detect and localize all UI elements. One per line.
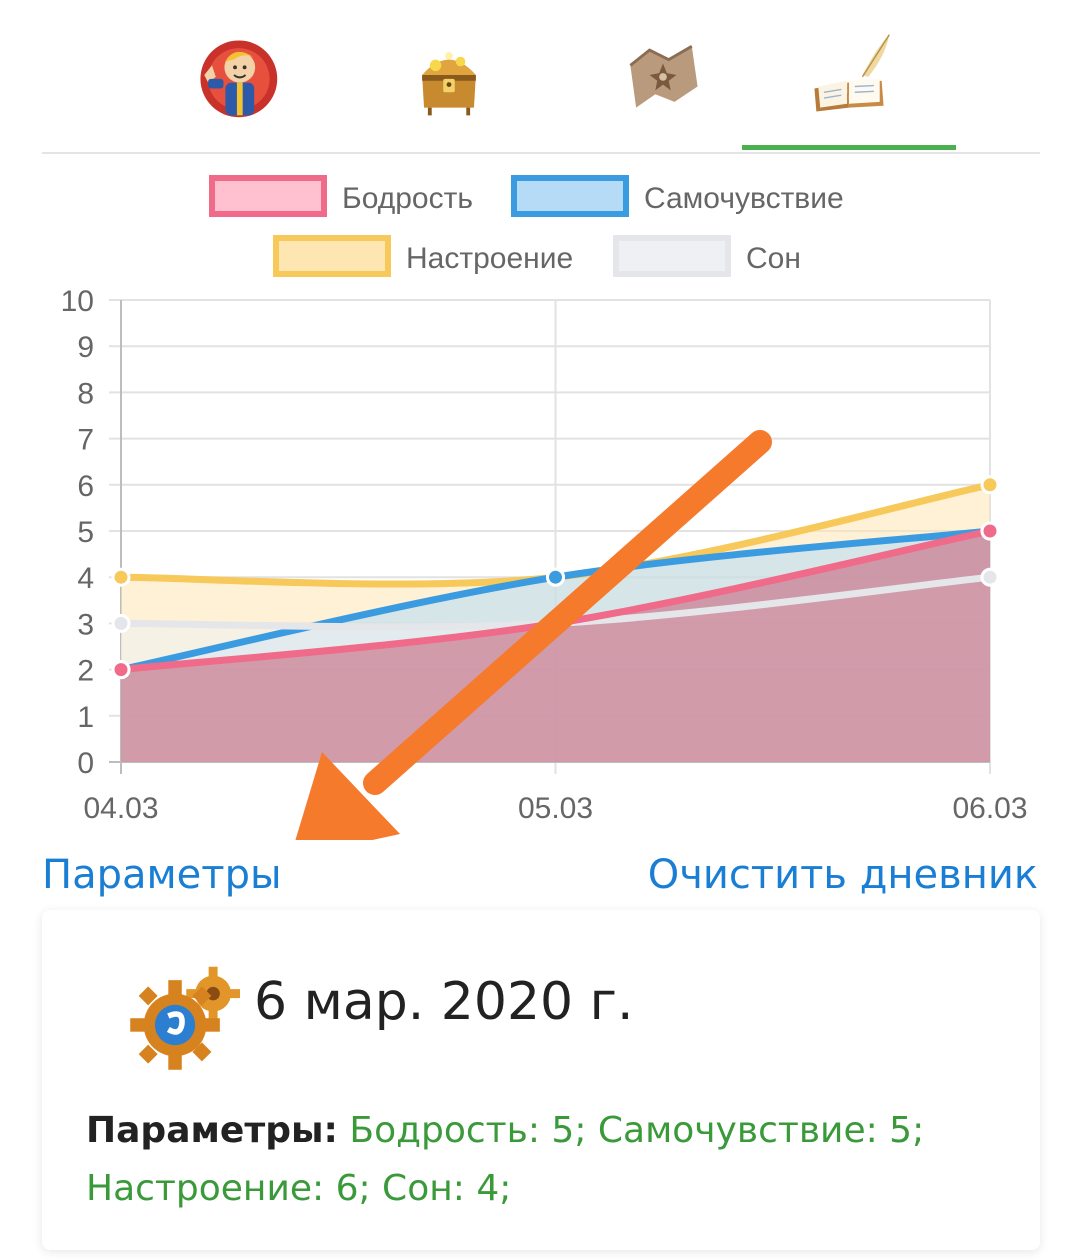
point-series-3-0[interactable] <box>111 613 131 633</box>
point-series-0-0[interactable] <box>111 660 131 680</box>
legend-swatch-1[interactable] <box>511 175 629 217</box>
tab-bar <box>42 0 1040 154</box>
entry-parameters-label: Параметры: <box>86 1110 338 1151</box>
chart-areas <box>121 484 990 762</box>
y-tick-label: 8 <box>77 377 94 410</box>
diary-book-icon <box>814 34 890 112</box>
y-tick-label: 3 <box>77 608 94 641</box>
point-series-2-0[interactable] <box>111 567 131 587</box>
vault-boy-icon <box>200 40 278 118</box>
tab-map[interactable] <box>556 0 770 150</box>
point-series-2-2[interactable] <box>980 475 1000 495</box>
x-tick-label: 06.03 <box>952 792 1027 825</box>
tab-profile[interactable] <box>128 0 342 150</box>
mood-chart: Бодрость Самочувствие Настроение Сон 0 1 2 3 4 5… <box>61 175 1028 840</box>
legend-label-3[interactable]: Сон <box>746 242 801 275</box>
x-tick-label: 04.03 <box>83 792 158 825</box>
y-tick-label: 7 <box>77 424 94 457</box>
gears-icon <box>130 966 240 1070</box>
y-tick-label: 9 <box>77 331 94 364</box>
diary-entry-card: 6 мар. 2020 г. Параметры: Бодрость: 5; С… <box>42 910 1040 1250</box>
y-tick-label: 10 <box>61 285 94 318</box>
area-series-0 <box>121 531 990 762</box>
map-scroll-icon <box>629 44 698 108</box>
entry-date: 6 мар. 2020 г. <box>254 972 634 1032</box>
x-tick-label: 05.03 <box>518 792 593 825</box>
chart-legend: Бодрость Самочувствие Настроение Сон <box>209 175 844 277</box>
legend-swatch-2[interactable] <box>273 235 391 277</box>
legend-label-2[interactable]: Настроение <box>406 242 573 275</box>
entry-parameters: Параметры: Бодрость: 5; Самочувствие: 5;… <box>86 1102 986 1218</box>
point-series-1-1[interactable] <box>546 567 565 587</box>
clear-diary-link[interactable]: Очистить дневник <box>647 852 1038 898</box>
y-tick-label: 2 <box>77 655 94 688</box>
y-tick-label: 4 <box>77 562 94 595</box>
annotation-arrow <box>295 430 772 840</box>
y-tick-label: 0 <box>77 747 94 780</box>
tab-diary[interactable] <box>742 0 956 150</box>
legend-label-0[interactable]: Бодрость <box>342 182 473 215</box>
entry-parameters-value: Бодрость: 5; Самочувствие: 5; Настроение… <box>86 1110 925 1209</box>
legend-label-1[interactable]: Самочувствие <box>644 182 844 215</box>
legend-swatch-0[interactable] <box>209 175 327 217</box>
tab-chest[interactable] <box>342 0 556 150</box>
point-series-3-2[interactable] <box>980 567 1000 587</box>
treasure-chest-icon <box>422 51 476 116</box>
y-tick-label: 1 <box>77 701 94 734</box>
y-tick-label: 5 <box>77 516 94 549</box>
area-base-overlay <box>121 531 990 762</box>
y-tick-label: 6 <box>77 470 94 503</box>
parameters-link[interactable]: Параметры <box>42 852 282 898</box>
point-series-0-2[interactable] <box>980 521 1000 541</box>
legend-swatch-3[interactable] <box>613 235 731 277</box>
